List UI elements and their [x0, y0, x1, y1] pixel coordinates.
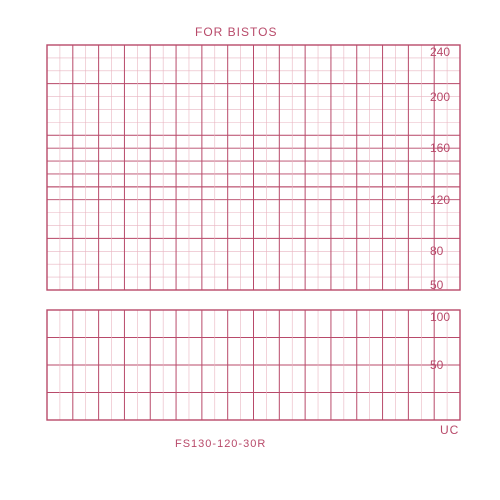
footer-right-label: UC — [440, 423, 459, 437]
fhr-ylabel: 160 — [430, 141, 450, 155]
fhr-ylabel: 50 — [430, 278, 443, 292]
fhr-ylabel: 200 — [430, 90, 450, 104]
header-label: FOR BISTOS — [195, 25, 277, 39]
chart-svg — [0, 0, 500, 500]
fhr-ylabel: 80 — [430, 244, 443, 258]
fhr-ylabel: 240 — [430, 45, 450, 59]
uc-ylabel: 50 — [430, 358, 443, 372]
uc-ylabel: 100 — [430, 310, 450, 324]
footer-left-label: FS130-120-30R — [175, 438, 266, 450]
fhr-ylabel: 120 — [430, 193, 450, 207]
